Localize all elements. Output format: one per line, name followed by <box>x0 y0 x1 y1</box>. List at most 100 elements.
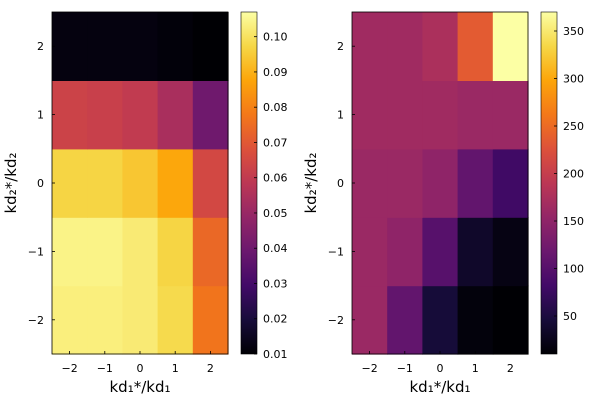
left-colorbar-tick-label: 0.03 <box>263 277 288 290</box>
left-heatmap-cell <box>52 148 88 218</box>
left-heatmap-cells <box>52 12 229 355</box>
left-colorbar-ticks: 0.01 0.02 0.03 0.04 0.05 0.06 0.07 0.08 0.09 0.10 <box>254 31 288 361</box>
left-heatmap-cell <box>122 80 159 150</box>
right-x-tick-label: −1 <box>397 362 413 375</box>
right-colorbar-tick-label: 200 <box>563 168 584 181</box>
left-colorbar-tick-label: 0.08 <box>263 101 288 114</box>
left-colorbar-tick-label: 0.09 <box>263 66 288 79</box>
left-colorbar-tick-label: 0.05 <box>263 207 288 220</box>
right-y-tick-label: 1 <box>337 109 344 122</box>
right-colorbar-tick-label: 150 <box>563 215 584 228</box>
right-y-axis-label: kd₂*/kd₂ <box>302 153 320 214</box>
right-heatmap-cell <box>492 285 529 355</box>
left-heatmap-cell <box>192 80 229 150</box>
right-y-tick-label: −2 <box>328 314 344 327</box>
right-y-tick-label: 0 <box>337 177 344 190</box>
left-colorbar-tick-label: 0.04 <box>263 242 288 255</box>
left-y-ticks: −2 −1 0 1 2 <box>28 40 55 327</box>
right-heatmap-cell <box>422 285 459 355</box>
left-heatmap-cell <box>157 80 194 150</box>
right-colorbar-tick-label: 300 <box>563 73 584 86</box>
right-x-tick-label: 2 <box>507 362 514 375</box>
left-colorbar-tick-label: 0.02 <box>263 313 288 326</box>
left-y-tick-label: −2 <box>28 314 44 327</box>
right-heatmap-cell <box>387 285 423 355</box>
right-y-tick-label: −1 <box>328 245 344 258</box>
right-heatmap-cell <box>387 148 423 218</box>
right-colorbar-tick-label: 350 <box>563 25 584 38</box>
left-y-tick-label: −1 <box>28 245 44 258</box>
right-heatmap-cell <box>492 217 529 287</box>
right-heatmap-cell <box>492 80 529 150</box>
right-heatmap-cell <box>352 285 388 355</box>
left-heatmap-cell <box>192 12 229 81</box>
left-heatmap-cell <box>122 148 159 218</box>
right-heatmap-cell <box>352 148 388 218</box>
right-heatmap-cell <box>387 217 423 287</box>
left-colorbar <box>240 11 258 355</box>
left-colorbar-tick-label: 0.01 <box>263 348 288 361</box>
right-x-tick-label: 0 <box>437 362 444 375</box>
right-heatmap-cell <box>422 80 459 150</box>
right-heatmap-cell <box>387 12 423 81</box>
left-heatmap-cell <box>192 148 229 218</box>
left-colorbar-tick-label: 0.10 <box>263 31 288 44</box>
left-heatmap-cell <box>87 148 123 218</box>
right-heatmap-cell <box>422 148 459 218</box>
right-x-tick-label: −2 <box>361 362 377 375</box>
left-y-tick-label: 2 <box>37 40 44 53</box>
left-heatmap-cell <box>157 217 194 287</box>
left-heatmap-cell <box>122 217 159 287</box>
left-x-tick-label: −2 <box>61 362 77 375</box>
right-x-ticks: −2 −1 0 1 2 <box>361 351 514 375</box>
left-heatmap-cell <box>87 217 123 287</box>
right-colorbar-tick-label: 50 <box>563 310 577 323</box>
left-heatmap-cell <box>157 285 194 355</box>
right-y-tick-label: 2 <box>337 40 344 53</box>
left-heatmap-cell <box>157 148 194 218</box>
right-heatmap-cell <box>457 80 494 150</box>
right-x-axis-label: kd₁*/kd₁ <box>410 378 471 396</box>
left-x-tick-label: 0 <box>137 362 144 375</box>
right-heatmap-cells <box>352 12 529 355</box>
right-x-tick-label: 1 <box>472 362 479 375</box>
right-heatmap-cell <box>492 148 529 218</box>
right-heatmap-cell <box>422 12 459 81</box>
left-heatmap-cell <box>122 285 159 355</box>
left-x-tick-label: 2 <box>207 362 214 375</box>
left-heatmap-cell <box>87 12 123 81</box>
left-colorbar-tick-label: 0.07 <box>263 136 288 149</box>
left-heatmap-cell <box>192 285 229 355</box>
left-heatmap-cell <box>52 285 88 355</box>
right-heatmap-cell <box>352 217 388 287</box>
right-heatmap-cell <box>422 217 459 287</box>
left-heatmap-cell <box>52 217 88 287</box>
left-x-tick-label: 1 <box>172 362 179 375</box>
right-colorbar-ticks: 50 100 150 200 250 300 350 <box>554 25 584 323</box>
right-heatmap-cell <box>352 12 388 81</box>
left-heatmap-cell <box>87 285 123 355</box>
right-y-ticks: −2 −1 0 1 2 <box>328 40 355 327</box>
right-heatmap-cell <box>457 217 494 287</box>
left-y-tick-label: 0 <box>37 177 44 190</box>
right-heatmap-cell <box>387 80 423 150</box>
left-x-axis-label: kd₁*/kd₁ <box>110 378 171 396</box>
right-colorbar-tick-label: 250 <box>563 120 584 133</box>
right-heatmap-cell <box>352 80 388 150</box>
left-y-axis-label: kd₂*/kd₂ <box>2 153 20 214</box>
left-heatmap-cell <box>192 217 229 287</box>
left-colorbar-tick-label: 0.06 <box>263 172 288 185</box>
left-x-ticks: −2 −1 0 1 2 <box>61 351 214 375</box>
left-heatmap-cell <box>122 12 159 81</box>
right-heatmap-cell <box>457 12 494 81</box>
left-heatmap-cell <box>87 80 123 150</box>
left-y-tick-label: 1 <box>37 109 44 122</box>
right-heatmap-cell <box>457 285 494 355</box>
left-heatmap-cell <box>52 80 88 150</box>
left-heatmap-cell <box>52 12 88 81</box>
right-colorbar-tick-label: 100 <box>563 263 584 276</box>
left-heatmap-cell <box>157 12 194 81</box>
right-colorbar <box>540 11 558 355</box>
